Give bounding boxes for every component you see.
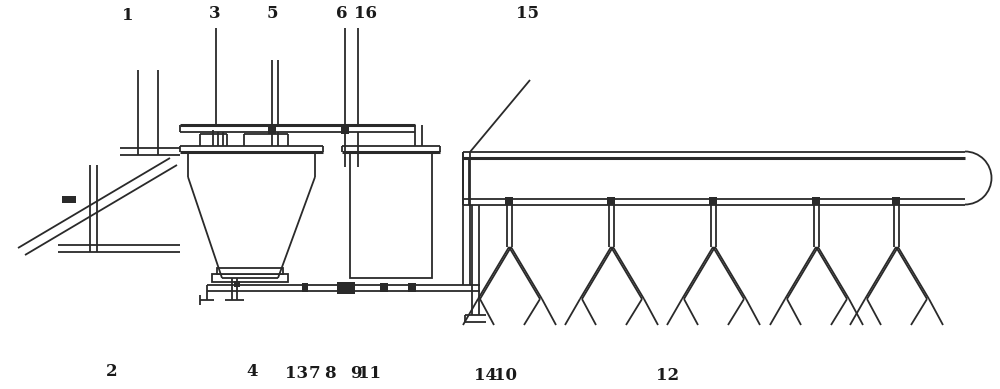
Text: 12: 12 [656, 366, 680, 384]
Text: 3: 3 [209, 5, 221, 21]
Text: 9: 9 [350, 366, 362, 382]
Bar [212, 274, 288, 282]
Bar [350, 152, 432, 278]
Bar [709, 197, 717, 205]
Text: 16: 16 [354, 5, 376, 21]
Bar [341, 124, 349, 134]
Bar [302, 283, 308, 292]
Bar [337, 282, 355, 294]
Text: 15: 15 [516, 5, 538, 21]
Bar [234, 281, 240, 287]
Bar [217, 268, 283, 274]
Bar [268, 124, 276, 134]
Text: 13: 13 [285, 366, 309, 382]
Bar [217, 268, 283, 274]
Bar [380, 283, 388, 292]
Text: 14: 14 [475, 366, 498, 384]
Text: 5: 5 [266, 5, 278, 21]
Bar [812, 197, 820, 205]
Text: 6: 6 [336, 5, 348, 21]
Text: 1: 1 [122, 7, 134, 23]
Bar [607, 197, 615, 205]
Text: 2: 2 [106, 363, 118, 380]
Text: 7: 7 [308, 366, 320, 382]
Text: 4: 4 [246, 363, 258, 380]
Text: 8: 8 [324, 366, 336, 382]
Bar [505, 197, 513, 205]
Text: 11: 11 [358, 366, 382, 382]
Bar [892, 197, 900, 205]
Bar [62, 196, 76, 203]
Bar [212, 274, 288, 282]
Bar [408, 283, 416, 292]
Text: 10: 10 [494, 366, 516, 384]
